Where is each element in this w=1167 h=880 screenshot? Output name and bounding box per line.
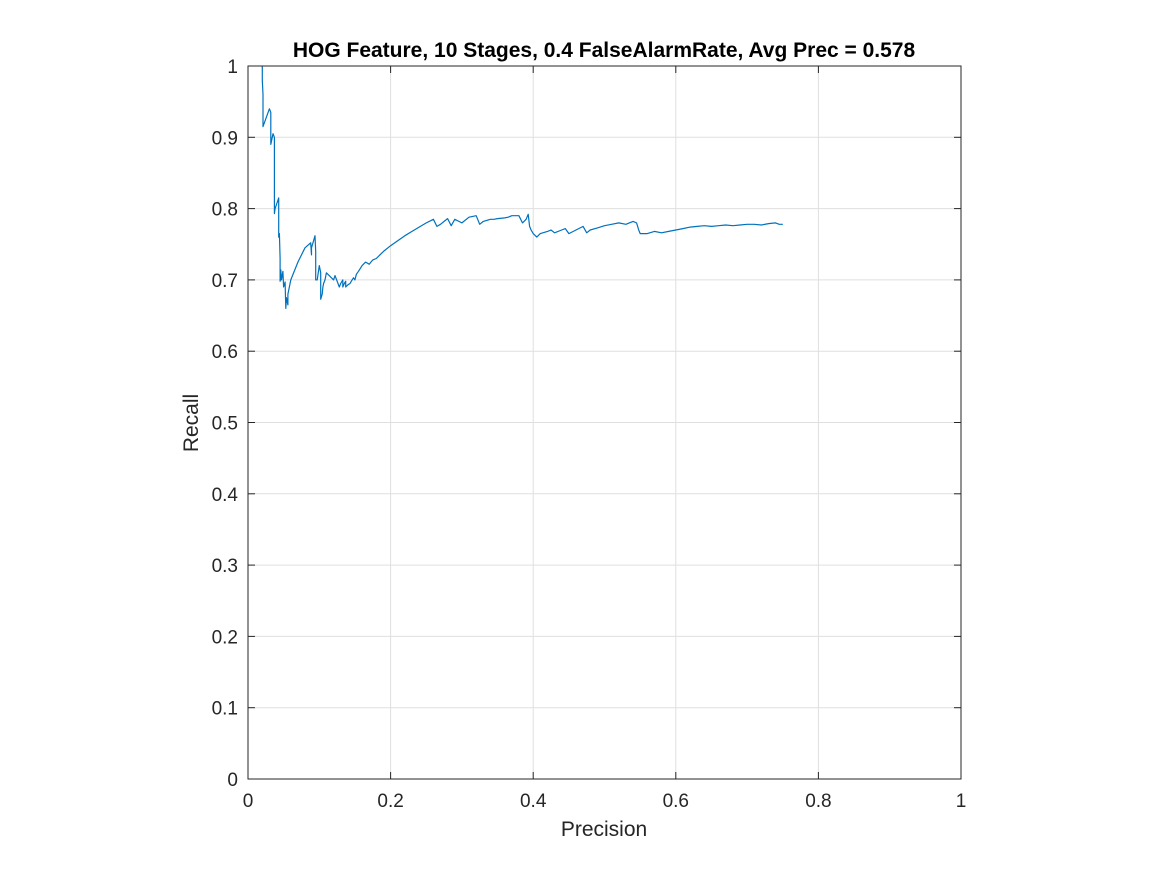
- y-tick-label: 0.5: [212, 414, 238, 435]
- y-axis-label: Recall: [180, 394, 203, 452]
- x-tick-label: 0.8: [805, 791, 831, 812]
- y-tick-label: 0.3: [212, 556, 238, 577]
- plot-area: [261, 66, 783, 309]
- x-tick-label: 1: [956, 791, 967, 812]
- x-axis-label: Precision: [561, 818, 647, 841]
- x-tick-label: 0.2: [377, 791, 403, 812]
- y-tick-label: 0.4: [212, 485, 239, 506]
- pr-curve-line: [261, 66, 783, 309]
- x-tick-label: 0.4: [520, 791, 547, 812]
- y-tick-label: 0.9: [212, 128, 238, 149]
- y-tick-label: 1: [227, 57, 238, 78]
- y-tick-label: 0.6: [212, 342, 238, 363]
- axes-box: [247, 65, 962, 780]
- y-tick-label: 0.7: [212, 271, 238, 292]
- y-tick-label: 0.8: [212, 200, 238, 221]
- chart-title: HOG Feature, 10 Stages, 0.4 FalseAlarmRa…: [293, 39, 916, 62]
- tick-labels: 0 0.2 0.4 0.6 0.8 1 0 0.1 0.2 0.3 0.4 0.5 0.6 0.7 0.8 0…: [212, 57, 967, 812]
- y-tick-label: 0: [227, 770, 238, 791]
- y-tick-label: 0.1: [212, 699, 238, 720]
- y-tick-label: 0.2: [212, 627, 238, 648]
- x-tick-label: 0: [243, 791, 254, 812]
- x-tick-label: 0.6: [663, 791, 689, 812]
- grid-layer: [248, 66, 961, 779]
- axes: [247, 65, 962, 780]
